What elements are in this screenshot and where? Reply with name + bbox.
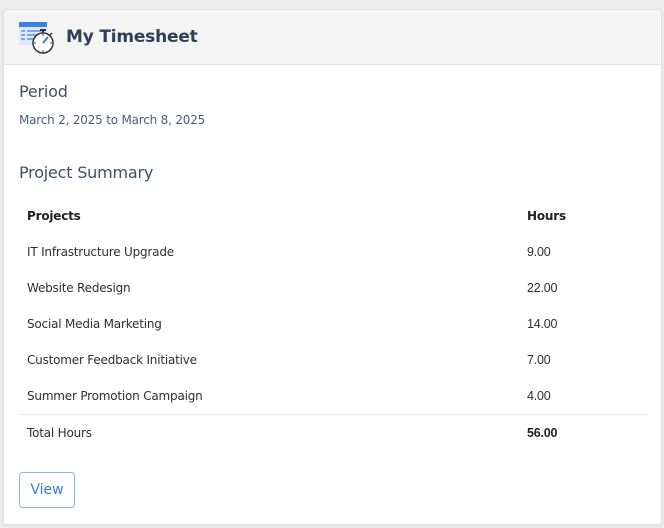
project-hours: 14.00 (527, 317, 558, 331)
total-row: Total Hours 56.00 (19, 414, 647, 451)
project-hours: 4.00 (527, 389, 551, 403)
table-row: Customer Feedback Initiative 7.00 (19, 342, 647, 378)
card-header: My Timesheet (4, 10, 661, 65)
table-row: IT Infrastructure Upgrade 9.00 (19, 234, 647, 270)
period-range: March 2, 2025 to March 8, 2025 (19, 113, 206, 127)
project-name: Website Redesign (27, 281, 131, 295)
table-header-row: Projects Hours (19, 198, 647, 234)
table-row: Website Redesign 22.00 (19, 270, 647, 306)
column-header-projects: Projects (27, 209, 81, 223)
project-name: Summer Promotion Campaign (27, 389, 203, 403)
timesheet-card: My Timesheet Period March 2, 2025 to Mar… (3, 9, 662, 525)
project-name: Customer Feedback Initiative (27, 353, 197, 367)
page-title: My Timesheet (66, 27, 198, 47)
view-button[interactable]: View (19, 472, 75, 508)
timesheet-stopwatch-icon (18, 20, 56, 54)
column-header-hours: Hours (527, 209, 566, 223)
project-hours: 22.00 (527, 281, 558, 295)
project-summary-heading: Project Summary (19, 163, 154, 182)
total-label: Total Hours (19, 414, 519, 451)
total-hours: 56.00 (519, 414, 647, 451)
project-hours: 7.00 (527, 353, 551, 367)
project-hours: 9.00 (527, 245, 551, 259)
project-summary-table: Projects Hours IT Infrastructure Upgrade… (19, 198, 647, 451)
project-name: Social Media Marketing (27, 317, 162, 331)
period-heading: Period (19, 82, 68, 101)
table-row: Summer Promotion Campaign 4.00 (19, 378, 647, 415)
table-row: Social Media Marketing 14.00 (19, 306, 647, 342)
project-name: IT Infrastructure Upgrade (27, 245, 174, 259)
